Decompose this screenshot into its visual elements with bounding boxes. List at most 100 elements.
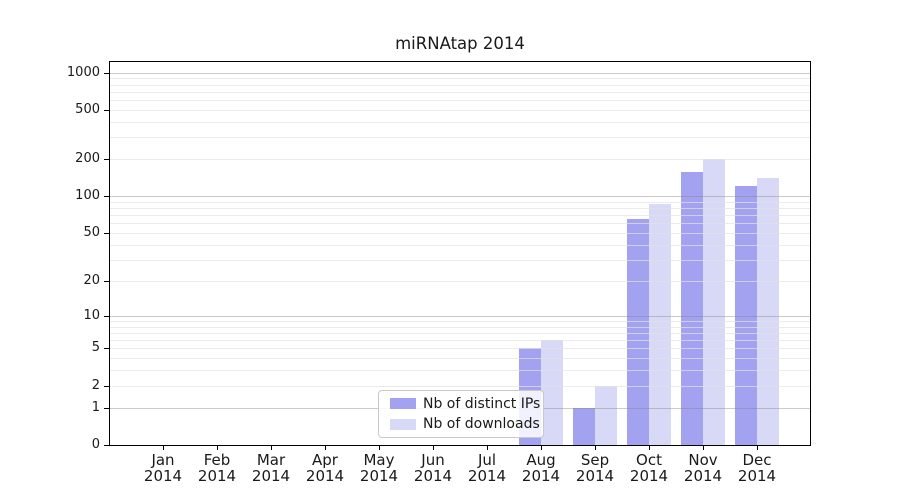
gridline-500 xyxy=(110,109,810,111)
x-tick-month-aug: Aug xyxy=(526,451,556,469)
gridline-60 xyxy=(110,223,810,225)
x-tick-month-jun: Jun xyxy=(421,451,445,469)
bar-oct-distinct-ips xyxy=(627,219,649,445)
grid-layer xyxy=(110,62,810,445)
y-tick-10 xyxy=(104,315,110,317)
x-tick-month-apr: Apr xyxy=(312,451,338,469)
x-tick-month-feb: Feb xyxy=(203,451,231,469)
gridline-40 xyxy=(110,244,810,246)
y-tick-100 xyxy=(104,196,110,198)
x-tick-year-jan: 2014 xyxy=(143,467,183,485)
y-tick-1000 xyxy=(104,72,110,74)
x-tick-year-apr: 2014 xyxy=(305,467,345,485)
x-tick-may xyxy=(379,445,380,450)
x-tick-sep xyxy=(595,445,596,450)
x-tick-label-feb: Feb 2014 xyxy=(187,452,247,484)
gridline-300 xyxy=(110,137,810,139)
gridline-600 xyxy=(110,100,810,101)
gridline-30 xyxy=(110,259,810,261)
chart-title: miRNAtap 2014 xyxy=(395,34,525,53)
x-tick-month-jul: Jul xyxy=(477,451,497,469)
x-tick-label-jul: Jul 2014 xyxy=(457,452,517,484)
bar-dec-distinct-ips xyxy=(735,186,757,445)
gridline-10 xyxy=(110,315,810,317)
x-tick-year-jun: 2014 xyxy=(413,467,453,485)
y-tick-50 xyxy=(104,233,110,234)
gridline-400 xyxy=(110,121,810,123)
x-tick-dec xyxy=(757,445,758,450)
x-tick-jul xyxy=(487,445,488,450)
x-tick-year-oct: 2014 xyxy=(629,467,669,485)
legend-label-downloads: Nb of downloads xyxy=(423,416,540,433)
gridline-9 xyxy=(110,320,810,322)
x-tick-month-jan: Jan xyxy=(151,451,175,469)
x-tick-month-dec: Dec xyxy=(742,451,772,469)
legend-item-downloads: Nb of downloads xyxy=(390,416,543,432)
x-tick-year-may: 2014 xyxy=(359,467,399,485)
y-tick-label-500: 500 xyxy=(75,101,100,117)
x-tick-feb xyxy=(217,445,218,450)
y-tick-label-50: 50 xyxy=(83,225,100,240)
gridline-3 xyxy=(110,370,810,372)
gridline-50 xyxy=(110,233,810,234)
y-tick-200 xyxy=(104,159,110,161)
x-tick-jan xyxy=(163,445,164,450)
bar-nov-distinct-ips xyxy=(681,171,703,445)
y-tick-label-5: 5 xyxy=(91,340,100,356)
x-tick-year-dec: 2014 xyxy=(737,467,777,485)
gridline-1000 xyxy=(110,72,810,74)
y-tick-1 xyxy=(104,407,110,409)
gridline-7 xyxy=(110,332,810,334)
x-tick-label-oct: Oct 2014 xyxy=(619,452,679,484)
gridline-100 xyxy=(110,196,810,198)
x-tick-label-may: May 2014 xyxy=(349,452,409,484)
y-tick-500 xyxy=(104,109,110,111)
y-tick-label-0: 0 xyxy=(91,437,100,452)
x-tick-year-jul: 2014 xyxy=(467,467,507,485)
plot-area xyxy=(109,61,811,446)
gridline-70 xyxy=(110,215,810,217)
x-tick-label-jan: Jan 2014 xyxy=(133,452,193,484)
legend-label-distinct-ips: Nb of distinct IPs xyxy=(423,395,541,412)
x-tick-month-sep: Sep xyxy=(580,451,610,469)
x-tick-year-nov: 2014 xyxy=(683,467,723,485)
gridline-6 xyxy=(110,340,810,342)
gridline-90 xyxy=(110,201,810,203)
x-tick-month-may: May xyxy=(363,451,395,469)
bar-oct-downloads xyxy=(649,203,671,445)
y-tick-label-1: 1 xyxy=(91,399,100,415)
y-tick-5 xyxy=(104,348,110,350)
x-tick-label-nov: Nov 2014 xyxy=(673,452,733,484)
gridline-200 xyxy=(110,159,810,161)
gridline-8 xyxy=(110,326,810,328)
y-tick-label-200: 200 xyxy=(75,151,100,167)
x-tick-year-mar: 2014 xyxy=(251,467,291,485)
legend-swatch-downloads xyxy=(390,418,416,430)
y-tick-label-1000: 1000 xyxy=(66,64,100,80)
x-tick-aug xyxy=(541,445,542,450)
x-tick-month-mar: Mar xyxy=(256,451,286,469)
y-tick-label-100: 100 xyxy=(75,188,100,204)
x-tick-label-dec: Dec 2014 xyxy=(727,452,787,484)
gridline-800 xyxy=(110,84,810,86)
gridline-20 xyxy=(110,280,810,282)
gridline-2 xyxy=(110,385,810,387)
x-tick-label-apr: Apr 2014 xyxy=(295,452,355,484)
x-tick-apr xyxy=(325,445,326,450)
x-tick-label-jun: Jun 2014 xyxy=(403,452,463,484)
y-tick-0 xyxy=(104,445,110,446)
y-tick-label-2: 2 xyxy=(91,377,100,393)
x-tick-year-sep: 2014 xyxy=(575,467,615,485)
gridline-900 xyxy=(110,78,810,80)
x-tick-label-mar: Mar 2014 xyxy=(241,452,301,484)
x-tick-oct xyxy=(649,445,650,450)
y-tick-label-20: 20 xyxy=(83,272,100,288)
bar-nov-downloads xyxy=(703,159,725,445)
gridline-80 xyxy=(110,208,810,210)
y-tick-label-10: 10 xyxy=(83,307,100,323)
x-tick-year-aug: 2014 xyxy=(521,467,561,485)
x-tick-mar xyxy=(271,445,272,450)
legend-swatch-distinct-ips xyxy=(390,398,416,410)
gridline-5 xyxy=(110,348,810,350)
